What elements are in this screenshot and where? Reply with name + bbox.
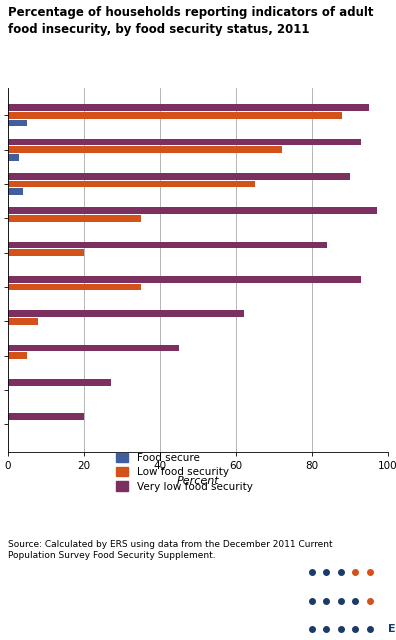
- Bar: [8, 147, 282, 153]
- Legend: Food secure, Low food security, Very low food security: Food secure, Low food security, Very low…: [116, 452, 253, 492]
- Bar: [8, 353, 27, 359]
- Bar: [8, 188, 23, 195]
- Bar: [8, 215, 141, 221]
- Bar: [8, 104, 369, 111]
- Text: Percentage of households reporting indicators of adult
food insecurity, by food : Percentage of households reporting indic…: [8, 6, 373, 36]
- Text: Source: Calculated by ERS using data from the December 2011 Current
Population S: Source: Calculated by ERS using data fro…: [8, 540, 333, 561]
- Bar: [8, 284, 141, 291]
- Text: ERS: ERS: [388, 623, 396, 634]
- Bar: [8, 242, 327, 248]
- Bar: [8, 379, 110, 386]
- Bar: [8, 310, 244, 317]
- Bar: [8, 318, 38, 324]
- Bar: [8, 250, 84, 256]
- Bar: [8, 120, 27, 126]
- X-axis label: Percent: Percent: [177, 476, 219, 486]
- Bar: [8, 139, 362, 145]
- Bar: [8, 207, 377, 214]
- Bar: [8, 173, 350, 180]
- Bar: [8, 154, 19, 161]
- Bar: [8, 345, 179, 351]
- Bar: [8, 180, 255, 188]
- Bar: [8, 413, 84, 420]
- Bar: [8, 112, 343, 118]
- Bar: [8, 276, 362, 283]
